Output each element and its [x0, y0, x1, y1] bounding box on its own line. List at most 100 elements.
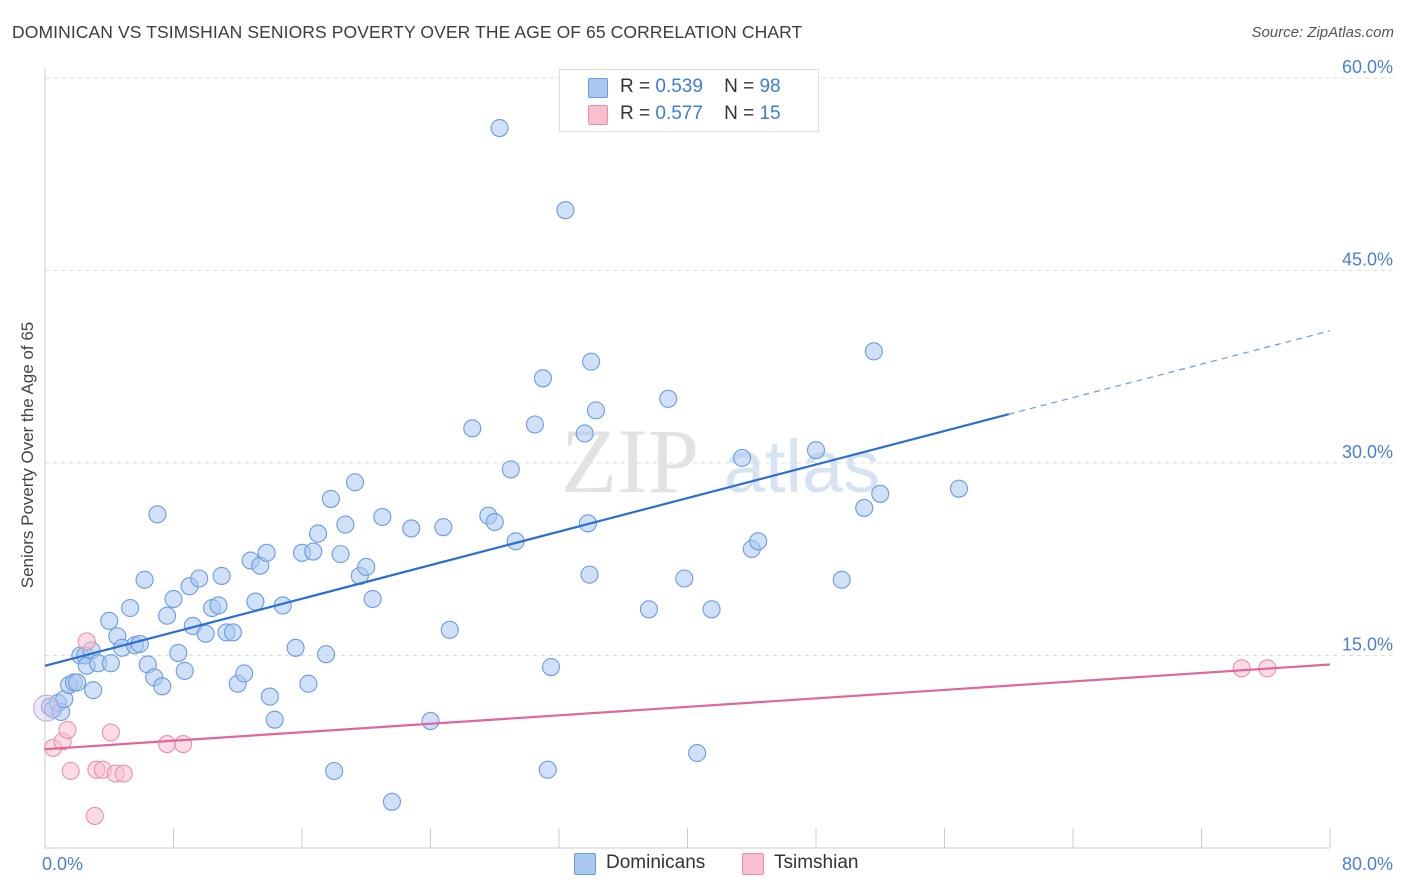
data-point-dominicans [286, 638, 305, 657]
data-point-dominicans [485, 512, 504, 532]
data-point-dominicans [135, 570, 154, 589]
data-point-dominicans [363, 589, 382, 609]
data-point-dominicans [212, 566, 231, 585]
data-point-dominicans [855, 498, 874, 517]
data-point-dominicans [309, 524, 328, 543]
n-value: 15 [759, 103, 781, 124]
y-tick-label: 15.0% [1342, 635, 1393, 655]
data-point-dominicans [196, 624, 215, 643]
legend-stats-dominicans: R = 0.539 N = 98 [620, 76, 781, 98]
x-tick-label-min: 0.0% [42, 854, 83, 874]
axes [44, 68, 1331, 849]
data-point-dominicans [235, 664, 254, 683]
data-point-dominicans [675, 569, 694, 588]
data-point-dominicans [68, 673, 87, 692]
data-point-dominicans [246, 592, 265, 611]
data-point-dominicans [304, 542, 323, 561]
data-point-dominicans [260, 687, 279, 706]
chart-source: Source: ZipAtlas.com [1251, 24, 1394, 41]
data-point-dominicans [265, 710, 284, 729]
data-point-dominicans [257, 543, 276, 562]
data-point-dominicans [84, 681, 103, 700]
data-point-dominicans [382, 792, 402, 811]
data-point-dominicans [639, 600, 659, 619]
y-tick-label: 30.0% [1342, 442, 1393, 462]
data-point-dominicans [806, 441, 826, 460]
data-point-dominicans [164, 589, 183, 609]
data-point-dominicans [440, 620, 459, 639]
data-point-dominicans [749, 532, 768, 551]
chart-title: DOMINICAN VS TSIMSHIAN SENIORS POVERTY O… [12, 22, 803, 42]
data-point-dominicans [733, 448, 752, 467]
data-point-dominicans [169, 643, 188, 662]
data-point-dominicans [373, 507, 392, 526]
data-point-tsimshian [61, 761, 80, 781]
legend-label-dominicans: Dominicans [606, 852, 706, 873]
x-tick-label-max: 80.0% [1342, 854, 1393, 874]
legend-swatch-tsimshian [742, 853, 764, 875]
data-point-dominicans [949, 479, 969, 498]
series-tsimshian [33, 632, 1277, 825]
data-point-dominicans [153, 677, 172, 696]
stats-legend: R = 0.539 N = 98 R = 0.577 N = 15 [559, 69, 819, 132]
r-value: 0.577 [655, 103, 703, 124]
n-label: N = [724, 103, 755, 124]
data-point-dominicans [702, 600, 721, 619]
data-point-dominicans [130, 634, 149, 654]
data-point-dominicans [345, 473, 365, 492]
data-point-dominicans [832, 570, 851, 589]
y-tick-label: 60.0% [1342, 57, 1393, 77]
data-point-dominicans [688, 743, 707, 763]
legend-swatch-tsimshian [588, 105, 608, 125]
r-label: R = [620, 103, 651, 124]
data-point-tsimshian [85, 806, 104, 825]
series-dominicans [40, 119, 969, 811]
data-point-tsimshian [158, 734, 177, 754]
r-value: 0.539 [655, 76, 703, 97]
data-point-dominicans [575, 424, 594, 443]
data-point-dominicans [331, 545, 350, 564]
data-point-dominicans [121, 598, 140, 618]
y-tick-label: 45.0% [1342, 250, 1393, 270]
data-point-dominicans [317, 645, 336, 664]
trend-line-dominicans-extension [1008, 330, 1331, 415]
n-label: N = [724, 76, 755, 97]
data-point-cluster [33, 694, 61, 722]
data-point-dominicans [148, 505, 167, 524]
data-point-tsimshian [101, 723, 120, 742]
n-value: 98 [759, 76, 781, 97]
legend-swatch-dominicans [574, 853, 596, 875]
data-point-dominicans [336, 515, 355, 534]
data-point-tsimshian [114, 764, 133, 783]
data-point-dominicans [533, 369, 552, 388]
data-point-tsimshian [174, 734, 193, 754]
trend-line-dominicans [44, 413, 1010, 667]
watermark-atlas: atlas [724, 425, 880, 508]
r-label: R = [620, 76, 651, 97]
data-point-dominicans [871, 484, 890, 503]
data-point-dominicans [223, 623, 242, 642]
data-point-dominicans [586, 401, 605, 420]
data-point-tsimshian [1232, 659, 1251, 678]
data-point-dominicans [325, 761, 344, 781]
data-point-dominicans [299, 674, 318, 693]
data-point-dominicans [321, 489, 340, 508]
legend-swatch-dominicans [588, 78, 608, 98]
data-point-dominicans [556, 201, 575, 220]
data-point-dominicans [541, 657, 561, 677]
data-point-tsimshian [77, 632, 96, 651]
trend-lines [44, 330, 1331, 751]
data-point-tsimshian [58, 720, 77, 739]
data-point-dominicans [434, 518, 453, 537]
tick-labels: 15.0% 30.0% 45.0% 60.0% 0.0% 80.0% [42, 57, 1393, 874]
data-point-dominicans [402, 519, 421, 538]
data-point-dominicans [525, 415, 544, 434]
data-point-dominicans [158, 606, 177, 625]
data-point-dominicans [421, 711, 440, 731]
trend-line-tsimshian [44, 663, 1331, 751]
data-point-dominicans [209, 596, 228, 615]
data-point-dominicans [463, 419, 482, 438]
data-point-dominicans [357, 557, 376, 577]
data-point-dominicans [582, 352, 601, 371]
data-point-dominicans [190, 569, 209, 588]
